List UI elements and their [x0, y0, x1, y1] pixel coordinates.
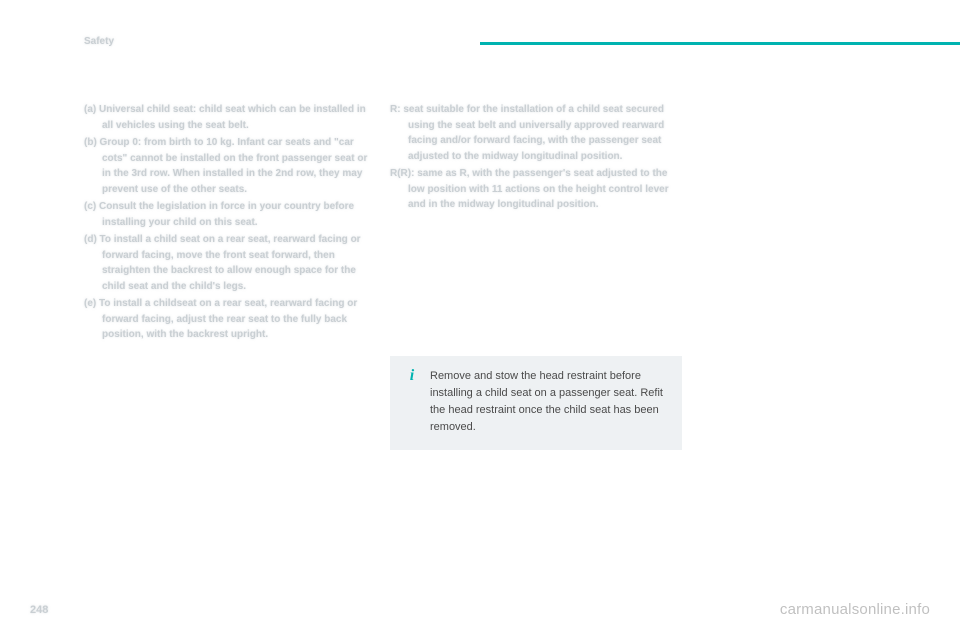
list-item: (c) Consult the legislation in force in … [84, 199, 374, 230]
left-text-column: (a) Universal child seat: child seat whi… [84, 102, 374, 345]
list-item: R(R): same as R, with the passenger's se… [390, 166, 680, 213]
info-icon: i [404, 368, 420, 384]
right-text-column: R: seat suitable for the installation of… [390, 102, 680, 215]
list-item: (d) To install a child seat on a rear se… [84, 232, 374, 294]
info-text: Remove and stow the head restraint befor… [430, 368, 666, 436]
list-item: R: seat suitable for the installation of… [390, 102, 680, 164]
info-callout-box: i Remove and stow the head restraint bef… [390, 356, 682, 450]
section-title: Safety [84, 36, 114, 47]
list-item: (e) To install a childseat on a rear sea… [84, 296, 374, 343]
list-item: (a) Universal child seat: child seat whi… [84, 102, 374, 133]
watermark: carmanualsonline.info [780, 601, 930, 618]
list-item: (b) Group 0: from birth to 10 kg. Infant… [84, 135, 374, 197]
right-list: R: seat suitable for the installation of… [390, 102, 680, 213]
left-list: (a) Universal child seat: child seat whi… [84, 102, 374, 343]
header-accent-bar [480, 42, 960, 45]
page-number: 248 [30, 604, 48, 616]
